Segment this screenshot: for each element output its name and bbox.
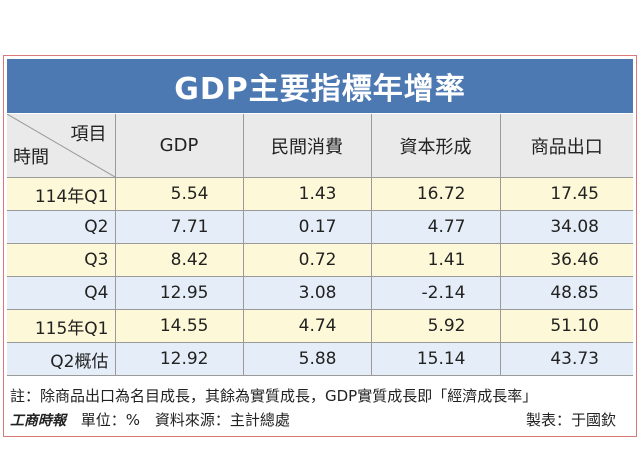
table-cell: 36.46 <box>500 243 633 277</box>
corner-label-time: 時間 <box>13 147 49 168</box>
data-table: 項目 時間 GDP 民間消費 資本形成 商品出口 114年Q1 5.54 1.4… <box>7 114 633 376</box>
corner-diagonal-line <box>7 114 115 177</box>
table-cell: 0.72 <box>243 243 372 277</box>
header-row: 項目 時間 GDP 民間消費 資本形成 商品出口 <box>7 114 633 178</box>
data-source: 資料來源：主計總處 <box>154 411 290 429</box>
corner-label-item: 項目 <box>70 124 107 145</box>
table-cell: 5.88 <box>243 342 372 376</box>
table-cell: 15.14 <box>371 342 501 376</box>
table-cell: 7.71 <box>115 210 244 244</box>
column-header-capital-formation: 資本形成 <box>371 114 501 178</box>
table-cell: 48.85 <box>500 276 633 310</box>
corner-header-cell: 項目 時間 <box>7 114 116 178</box>
row-label: 114年Q1 <box>7 177 116 211</box>
row-label: Q4 <box>7 276 116 310</box>
table-cell: 5.92 <box>371 309 501 343</box>
table-cell: 8.42 <box>115 243 244 277</box>
table-cell: 34.08 <box>500 210 633 244</box>
column-header-gdp: GDP <box>115 114 244 178</box>
table-row: Q3 8.42 0.72 1.41 36.46 <box>7 243 633 277</box>
row-label: Q2概估 <box>7 342 116 376</box>
table-cell: 1.43 <box>243 177 372 211</box>
footnote: 註：除商品出口為名目成長，其餘為實質成長，GDP實質成長即「經濟成長率」 <box>10 387 538 405</box>
column-header-merchandise-exports: 商品出口 <box>500 114 633 178</box>
table-cell: 4.77 <box>371 210 501 244</box>
table-row: 115年Q1 14.55 4.74 5.92 51.10 <box>7 309 633 343</box>
table-cell: 1.41 <box>371 243 501 277</box>
table-frame: GDP主要指標年增率 項目 時間 GDP 民間消費 資本形成 商品出口 <box>3 55 637 437</box>
publisher-logo: 工商時報 <box>10 413 66 429</box>
unit-label: 單位：% <box>80 411 141 429</box>
table-cell: 0.17 <box>243 210 372 244</box>
table-maker: 製表：于國欽 <box>525 411 616 429</box>
chart-title: GDP主要指標年增率 <box>7 59 633 113</box>
table-cell: 17.45 <box>500 177 633 211</box>
table-cell: 12.92 <box>115 342 244 376</box>
row-label: Q3 <box>7 243 116 277</box>
table-row: Q2 7.71 0.17 4.77 34.08 <box>7 210 633 244</box>
table-row: Q2概估 12.92 5.88 15.14 43.73 <box>7 342 633 376</box>
table-cell: 43.73 <box>500 342 633 376</box>
table-cell: 4.74 <box>243 309 372 343</box>
footer: 工商時報 單位：% 資料來源：主計總處 製表：于國欽 <box>10 409 628 431</box>
row-label: Q2 <box>7 210 116 244</box>
table-cell: 14.55 <box>115 309 244 343</box>
table-cell: 3.08 <box>243 276 372 310</box>
table-cell: 51.10 <box>500 309 633 343</box>
table-cell: 12.95 <box>115 276 244 310</box>
column-header-private-consumption: 民間消費 <box>243 114 372 178</box>
table-cell: -2.14 <box>371 276 501 310</box>
table-cell: 5.54 <box>115 177 244 211</box>
table-row: 114年Q1 5.54 1.43 16.72 17.45 <box>7 177 633 211</box>
table-row: Q4 12.95 3.08 -2.14 48.85 <box>7 276 633 310</box>
row-label: 115年Q1 <box>7 309 116 343</box>
table-cell: 16.72 <box>371 177 501 211</box>
